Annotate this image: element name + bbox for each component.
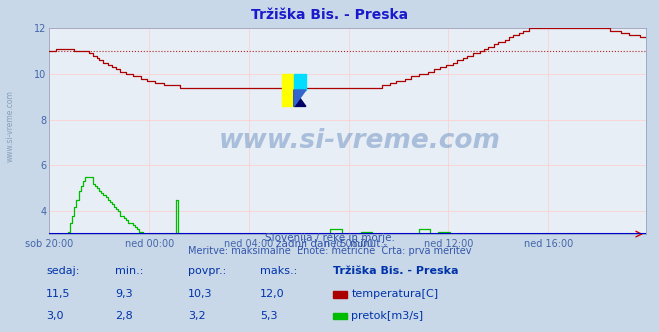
Text: Meritve: maksimalne  Enote: metrične  Črta: prva meritev: Meritve: maksimalne Enote: metrične Črta… bbox=[188, 244, 471, 256]
Text: 10,3: 10,3 bbox=[188, 289, 212, 299]
Text: pretok[m3/s]: pretok[m3/s] bbox=[351, 311, 423, 321]
Text: maks.:: maks.: bbox=[260, 266, 298, 276]
Text: min.:: min.: bbox=[115, 266, 144, 276]
Text: 3,0: 3,0 bbox=[46, 311, 64, 321]
Text: www.si-vreme.com: www.si-vreme.com bbox=[219, 128, 501, 154]
Text: 11,5: 11,5 bbox=[46, 289, 71, 299]
Text: zadnji dan / 5 minut.: zadnji dan / 5 minut. bbox=[275, 239, 384, 249]
Text: temperatura[C]: temperatura[C] bbox=[351, 289, 438, 299]
Text: sedaj:: sedaj: bbox=[46, 266, 80, 276]
Polygon shape bbox=[294, 90, 306, 107]
Text: 2,8: 2,8 bbox=[115, 311, 133, 321]
Text: Tržiška Bis. - Preska: Tržiška Bis. - Preska bbox=[333, 266, 458, 276]
Text: 3,2: 3,2 bbox=[188, 311, 206, 321]
Text: Tržiška Bis. - Preska: Tržiška Bis. - Preska bbox=[251, 8, 408, 22]
Text: www.si-vreme.com: www.si-vreme.com bbox=[5, 90, 14, 162]
Text: 9,3: 9,3 bbox=[115, 289, 133, 299]
Text: Slovenija / reke in morje.: Slovenija / reke in morje. bbox=[264, 233, 395, 243]
Text: povpr.:: povpr.: bbox=[188, 266, 226, 276]
Text: 12,0: 12,0 bbox=[260, 289, 285, 299]
Text: 5,3: 5,3 bbox=[260, 311, 278, 321]
Polygon shape bbox=[294, 73, 306, 90]
Polygon shape bbox=[282, 73, 294, 107]
Polygon shape bbox=[294, 90, 306, 107]
